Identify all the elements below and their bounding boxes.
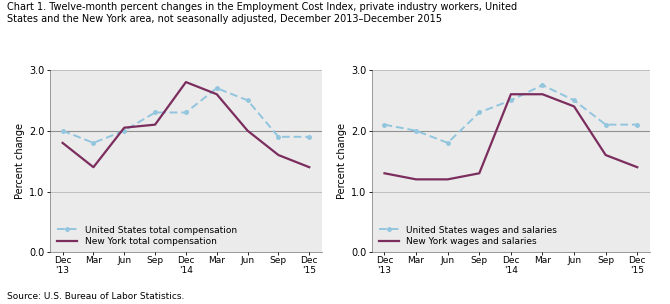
United States wages and salaries [602,123,610,126]
Line: United States wages and salaries: United States wages and salaries [383,83,639,145]
United States total compensation [58,129,66,133]
New York total compensation [182,80,190,84]
Y-axis label: Percent change: Percent change [337,123,347,199]
New York total compensation [275,153,283,157]
Text: Chart 1. Twelve-month percent changes in the Employment Cost Index, private indu: Chart 1. Twelve-month percent changes in… [7,2,517,12]
New York wages and salaries [539,92,547,96]
Line: New York wages and salaries: New York wages and salaries [385,94,637,179]
United States wages and salaries [633,123,641,126]
United States total compensation [213,86,221,90]
United States total compensation [120,129,128,133]
New York total compensation [213,92,221,96]
United States wages and salaries [444,141,452,145]
New York wages and salaries [602,153,610,157]
Line: United States total compensation: United States total compensation [61,86,311,145]
United States total compensation [89,141,97,145]
New York total compensation [244,129,252,133]
United States wages and salaries [381,123,389,126]
United States total compensation [182,111,190,114]
New York wages and salaries [444,178,452,181]
United States total compensation [151,111,159,114]
United States total compensation [275,135,283,139]
Legend: United States total compensation, New York total compensation: United States total compensation, New Yo… [58,226,237,246]
New York total compensation [89,165,97,169]
New York wages and salaries [507,92,515,96]
New York wages and salaries [633,165,641,169]
United States wages and salaries [539,83,547,87]
New York wages and salaries [475,171,483,175]
New York total compensation [120,126,128,130]
Legend: United States wages and salaries, New York wages and salaries: United States wages and salaries, New Yo… [379,226,557,246]
Text: Source: U.S. Bureau of Labor Statistics.: Source: U.S. Bureau of Labor Statistics. [7,292,184,301]
United States wages and salaries [475,111,483,114]
Line: New York total compensation: New York total compensation [62,82,310,167]
New York total compensation [151,123,159,126]
New York wages and salaries [381,171,389,175]
United States wages and salaries [412,129,420,133]
United States total compensation [306,135,314,139]
United States total compensation [244,98,252,102]
Y-axis label: Percent change: Percent change [15,123,25,199]
United States wages and salaries [570,98,578,102]
Text: States and the New York area, not seasonally adjusted, December 2013–December 20: States and the New York area, not season… [7,14,442,24]
New York total compensation [58,141,66,145]
New York wages and salaries [412,178,420,181]
New York wages and salaries [570,105,578,108]
United States wages and salaries [507,98,515,102]
New York total compensation [306,165,314,169]
